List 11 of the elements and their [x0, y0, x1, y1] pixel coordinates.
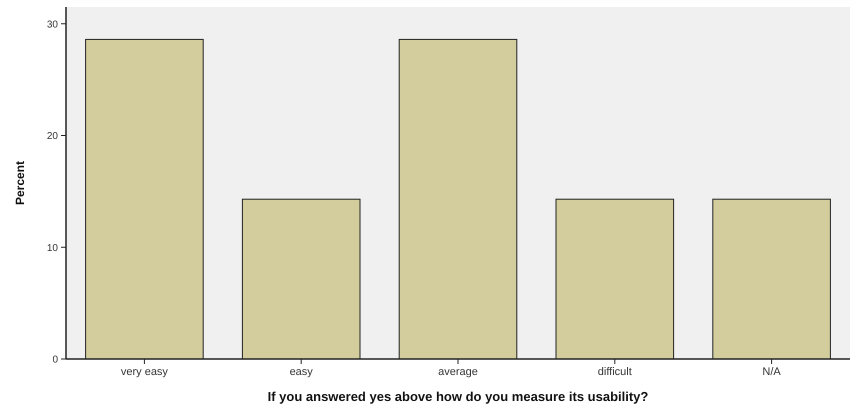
x-tick-label: very easy [120, 366, 168, 378]
x-tick-label: average [438, 366, 478, 378]
x-tick-label: difficult [598, 366, 632, 378]
y-tick-label: 0 [52, 354, 58, 366]
y-axis-title: Percent [13, 160, 27, 206]
x-tick-label: N/A [762, 366, 782, 378]
y-tick-label: 30 [46, 19, 58, 30]
y-tick-label: 10 [46, 242, 58, 254]
x-tick-label: easy [290, 366, 314, 378]
x-axis-title: If you answered yes above how do you measure its usability? [268, 389, 648, 404]
y-tick-label: 20 [46, 131, 58, 142]
